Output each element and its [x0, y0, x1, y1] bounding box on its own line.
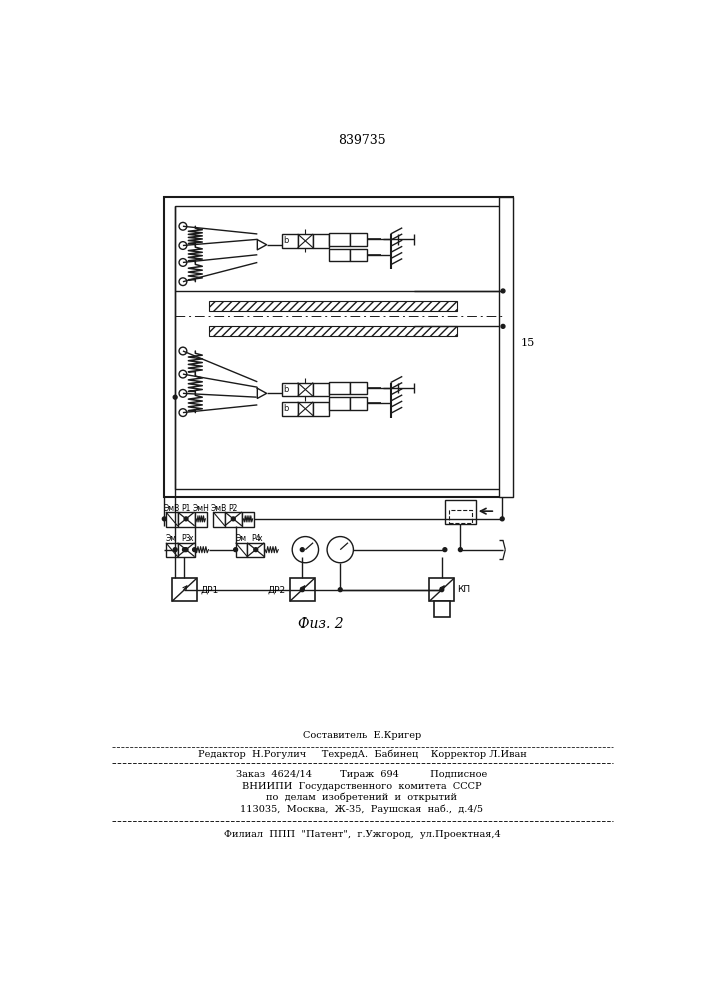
Circle shape — [179, 278, 187, 286]
Bar — [350, 397, 368, 410]
Bar — [213, 512, 225, 527]
Bar — [298, 402, 313, 416]
Bar — [449, 510, 472, 523]
Bar — [499, 197, 513, 497]
Bar — [164, 197, 513, 497]
Bar — [194, 512, 207, 527]
Text: Заказ  4624/14         Тираж  694          Подписное: Заказ 4624/14 Тираж 694 Подписное — [236, 770, 488, 779]
Bar — [172, 578, 197, 601]
Circle shape — [234, 548, 238, 552]
Circle shape — [173, 395, 177, 399]
Circle shape — [501, 517, 504, 521]
Circle shape — [179, 347, 187, 355]
Bar — [350, 382, 368, 394]
Text: ДР2: ДР2 — [268, 585, 286, 594]
Polygon shape — [257, 240, 267, 250]
Bar — [329, 233, 350, 246]
Text: КП: КП — [457, 585, 470, 594]
Text: ЭмВ: ЭмВ — [211, 504, 227, 513]
Circle shape — [458, 548, 462, 552]
Bar — [166, 543, 177, 557]
Text: по  делам  изобретений  и  открытий: по делам изобретений и открытий — [267, 793, 457, 802]
Bar — [175, 206, 502, 489]
Text: ДР1: ДР1 — [201, 585, 219, 594]
Circle shape — [179, 370, 187, 378]
Text: x: x — [189, 534, 193, 543]
Circle shape — [440, 588, 444, 592]
Circle shape — [179, 389, 187, 397]
Text: 839735: 839735 — [338, 134, 386, 147]
Circle shape — [184, 517, 188, 521]
Bar — [247, 543, 264, 557]
Circle shape — [300, 548, 304, 552]
Text: P2: P2 — [228, 504, 238, 513]
Circle shape — [163, 517, 166, 521]
Bar — [429, 578, 454, 601]
Bar — [350, 249, 368, 261]
Text: 113035,  Москва,  Ж-35,  Раушская  наб.,  д.4/5: 113035, Москва, Ж-35, Раушская наб., д.4… — [240, 804, 484, 814]
Bar — [177, 512, 194, 527]
Text: Эм: Эм — [235, 534, 247, 543]
Text: b: b — [284, 236, 288, 245]
Circle shape — [179, 259, 187, 266]
Bar — [209, 301, 457, 311]
Bar — [242, 512, 255, 527]
Text: Филиал  ППП  "Патент",  г.Ужгород,  ул.Проектная,4: Филиал ППП "Патент", г.Ужгород, ул.Проек… — [223, 830, 501, 839]
Bar — [235, 543, 247, 557]
Circle shape — [182, 548, 187, 552]
Bar — [282, 383, 298, 396]
Bar — [209, 326, 457, 336]
Circle shape — [443, 548, 447, 552]
Bar — [313, 234, 329, 248]
Bar — [177, 543, 194, 557]
Bar — [225, 512, 242, 527]
Text: Эм: Эм — [165, 534, 177, 543]
Bar — [298, 234, 313, 248]
Text: ЭмН: ЭмН — [192, 504, 209, 513]
Circle shape — [300, 588, 304, 592]
Text: b: b — [284, 385, 288, 394]
Bar — [329, 249, 350, 261]
Text: x: x — [258, 534, 263, 543]
Circle shape — [501, 324, 505, 328]
Bar — [329, 397, 350, 410]
Circle shape — [173, 548, 177, 552]
Text: ЭмВ: ЭмВ — [163, 504, 180, 513]
Text: ВНИИПИ  Государственного  комитета  СССР: ВНИИПИ Государственного комитета СССР — [242, 782, 481, 791]
Polygon shape — [257, 388, 267, 398]
Bar — [290, 578, 315, 601]
Circle shape — [179, 409, 187, 416]
Circle shape — [192, 548, 197, 552]
Bar — [282, 402, 298, 416]
Text: Физ. 2: Физ. 2 — [298, 617, 344, 631]
Bar — [313, 402, 329, 416]
Text: b: b — [284, 404, 288, 413]
Bar — [166, 512, 177, 527]
Circle shape — [231, 517, 235, 521]
Circle shape — [179, 242, 187, 249]
Text: Составитель  Е.Кригер: Составитель Е.Кригер — [303, 732, 421, 740]
Circle shape — [327, 537, 354, 563]
Circle shape — [184, 548, 188, 552]
Circle shape — [292, 537, 319, 563]
Bar — [434, 601, 450, 617]
Circle shape — [179, 222, 187, 230]
Circle shape — [501, 289, 505, 293]
Text: Редактор  Н.Рогулич     ТехредА.  Бабинец    Корректор Л.Иван: Редактор Н.Рогулич ТехредА. Бабинец Корр… — [197, 750, 526, 759]
Text: P1: P1 — [181, 504, 191, 513]
Text: 15: 15 — [521, 338, 535, 348]
Bar — [445, 500, 476, 524]
Circle shape — [339, 588, 342, 592]
Bar — [350, 233, 368, 246]
Text: P3: P3 — [181, 534, 191, 543]
Bar — [329, 382, 350, 394]
Bar — [282, 234, 298, 248]
Bar — [313, 383, 329, 396]
Bar — [298, 383, 313, 396]
Circle shape — [254, 548, 258, 552]
Text: P4: P4 — [251, 534, 260, 543]
